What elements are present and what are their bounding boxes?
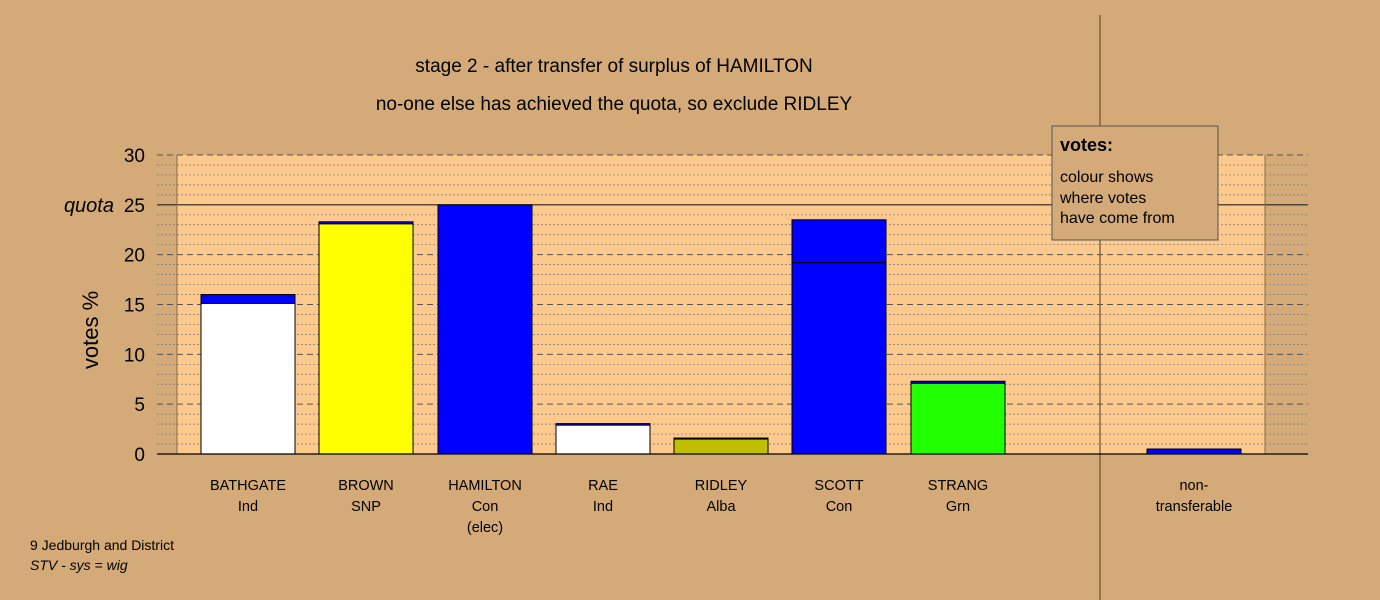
x-label-name: non- bbox=[1179, 478, 1208, 494]
bar-non-segment-1 bbox=[1146, 448, 1242, 455]
legend-line-3: have come from bbox=[1060, 210, 1175, 227]
bars-layer bbox=[200, 204, 1242, 455]
quota-label: quota bbox=[64, 195, 114, 217]
legend: votes: colour shows where votes have com… bbox=[1051, 125, 1219, 241]
axis-layer: 0 5 10 15 20 25 30 quota bbox=[64, 146, 1308, 466]
bar-brown-segment-1 bbox=[318, 223, 414, 455]
legend-line-1: colour shows bbox=[1060, 169, 1153, 186]
x-label-name: SCOTT bbox=[814, 478, 863, 494]
caption-system: STV - sys = wig bbox=[30, 557, 128, 573]
x-label-party: Ind bbox=[593, 499, 613, 515]
x-label-party: SNP bbox=[351, 499, 381, 515]
x-label-party: Grn bbox=[946, 499, 970, 515]
bar-rae-segment-1 bbox=[555, 424, 651, 455]
bar-scott-segment-2 bbox=[791, 219, 887, 264]
bar-rae-segment-2 bbox=[555, 423, 651, 426]
bar-scott-segment-1 bbox=[791, 262, 887, 455]
legend-box bbox=[1051, 125, 1219, 241]
legend-line-2: where votes bbox=[1059, 190, 1146, 207]
x-label-note: (elec) bbox=[467, 520, 503, 536]
y-axis-label: votes % bbox=[78, 291, 103, 369]
chart-title: stage 2 - after transfer of surplus of H… bbox=[415, 56, 812, 77]
chart-subtitle: no-one else has achieved the quota, so e… bbox=[376, 94, 853, 115]
bar-hamilton-segment-1 bbox=[437, 204, 533, 455]
x-label-party: transferable bbox=[1156, 499, 1233, 515]
x-label-name: RAE bbox=[588, 478, 618, 494]
caption-ward: 9 Jedburgh and District bbox=[30, 537, 174, 553]
x-labels-layer: BATHGATE Ind BROWN SNP HAMILTON Con (elec) RAE I… bbox=[210, 478, 1232, 536]
bar-ridley-segment-1 bbox=[673, 438, 769, 455]
y-tick-label: 15 bbox=[124, 296, 145, 317]
legend-title: votes: bbox=[1060, 135, 1113, 155]
bar-ridley-segment-2 bbox=[673, 437, 769, 440]
bar-bathgate-segment-2 bbox=[200, 294, 296, 305]
x-label-name: STRANG bbox=[928, 478, 988, 494]
y-tick-label: 10 bbox=[124, 345, 145, 366]
x-label-name: RIDLEY bbox=[695, 478, 748, 494]
bar-bathgate-segment-1 bbox=[200, 303, 296, 455]
bar-brown-segment-2 bbox=[318, 221, 414, 225]
y-tick-label: 30 bbox=[124, 146, 145, 167]
x-label-name: HAMILTON bbox=[448, 478, 522, 494]
x-label-party: Ind bbox=[238, 499, 258, 515]
y-tick-label: 20 bbox=[124, 246, 145, 267]
bar-strang-segment-2 bbox=[910, 380, 1006, 384]
x-label-name: BROWN bbox=[338, 478, 394, 494]
bar-strang-segment-1 bbox=[910, 382, 1006, 455]
x-label-party: Con bbox=[826, 499, 853, 515]
x-label-party: Alba bbox=[706, 499, 736, 515]
x-label-name: BATHGATE bbox=[210, 478, 286, 494]
y-tick-label: 0 bbox=[134, 445, 145, 466]
y-tick-label: 5 bbox=[134, 395, 145, 416]
x-label-party: Con bbox=[472, 499, 499, 515]
y-tick-label: 25 bbox=[124, 196, 145, 217]
